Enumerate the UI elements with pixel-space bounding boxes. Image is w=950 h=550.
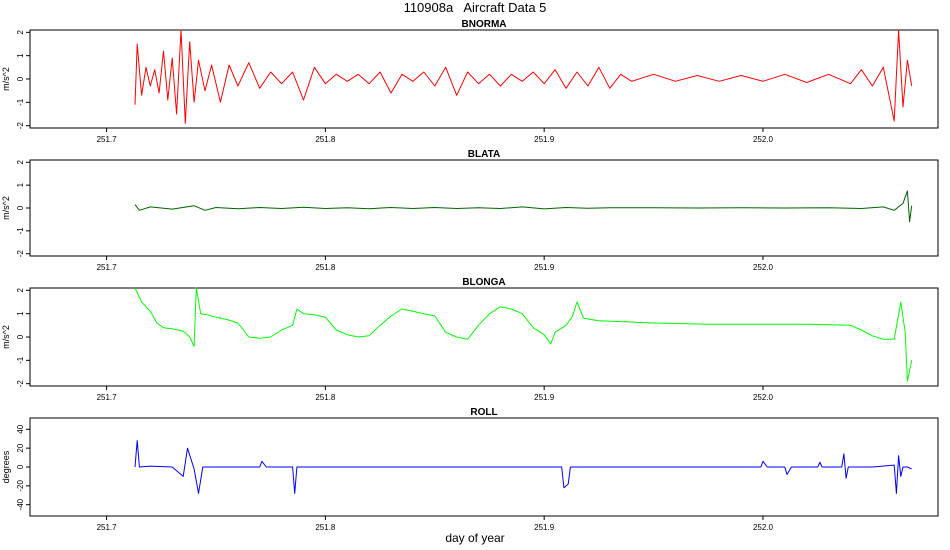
x-tick-label: 251.7 bbox=[97, 523, 118, 532]
series-line-roll bbox=[134, 440, 912, 494]
y-tick-label: 1 bbox=[16, 311, 25, 316]
y-tick-label: 20 bbox=[16, 443, 25, 452]
x-tick-label: 251.9 bbox=[534, 263, 555, 272]
panel-blonga: BLONGA m/s^2 -2 -1 0 1 2 251.7 251.8 251.9 252.0 bbox=[1, 277, 939, 402]
y-tick-label: 2 bbox=[16, 160, 25, 165]
series-line-blata bbox=[134, 190, 913, 223]
x-tick-label: 252.0 bbox=[753, 135, 774, 144]
y-tick-label: -40 bbox=[16, 498, 25, 510]
y-tick-label: -2 bbox=[16, 122, 25, 130]
y-tick-label: 0 bbox=[16, 334, 25, 339]
x-tick-label: 251.8 bbox=[315, 523, 336, 532]
y-tick-label: -2 bbox=[16, 380, 25, 388]
y-axis-label: m/s^2 bbox=[1, 196, 11, 220]
x-tick-label: 251.7 bbox=[97, 263, 118, 272]
y-tick-label: -2 bbox=[16, 250, 25, 258]
y-axis-label: m/s^2 bbox=[1, 325, 11, 349]
y-tick-label: -1 bbox=[16, 98, 25, 106]
panel-roll: ROLL degrees -40 -20 0 20 40 251.7 251.8 251.9 252… bbox=[1, 407, 939, 532]
x-tick-label: 251.9 bbox=[534, 135, 555, 144]
panel-title: BLONGA bbox=[462, 277, 505, 288]
x-tick-label: 252.0 bbox=[753, 393, 774, 402]
y-tick-label: -20 bbox=[16, 480, 25, 492]
x-tick-label: 251.8 bbox=[315, 393, 336, 402]
y-tick-label: 0 bbox=[16, 464, 25, 469]
x-tick-label: 251.9 bbox=[534, 393, 555, 402]
panel-title: ROLL bbox=[470, 407, 497, 418]
x-tick-label: 252.0 bbox=[753, 523, 774, 532]
x-axis-title: day of year bbox=[445, 531, 505, 545]
y-tick-label: 1 bbox=[16, 182, 25, 187]
plot-frame bbox=[29, 287, 939, 387]
x-tick-label: 251.8 bbox=[315, 263, 336, 272]
panel-title: BNORMA bbox=[462, 19, 507, 30]
x-tick-label: 251.7 bbox=[97, 135, 118, 144]
series-line-bnorma bbox=[134, 29, 913, 124]
y-tick-label: 40 bbox=[16, 424, 25, 433]
x-tick-label: 252.0 bbox=[753, 263, 774, 272]
y-tick-label: 2 bbox=[16, 30, 25, 35]
y-axis-label: m/s^2 bbox=[1, 67, 11, 91]
panel-title: BLATA bbox=[468, 149, 500, 160]
y-tick-label: 0 bbox=[16, 205, 25, 210]
figure-title: 110908a Aircraft Data 5 bbox=[403, 0, 547, 15]
x-tick-label: 251.8 bbox=[315, 135, 336, 144]
y-axis-label: degrees bbox=[1, 450, 11, 483]
panel-blata: BLATA m/s^2 -2 -1 0 1 2 251.7 251.8 251.9 252.0 bbox=[1, 149, 939, 272]
y-tick-label: 0 bbox=[16, 76, 25, 81]
series-line-blonga bbox=[134, 287, 913, 382]
y-tick-label: -1 bbox=[16, 227, 25, 235]
x-tick-label: 251.9 bbox=[534, 523, 555, 532]
y-tick-label: 1 bbox=[16, 53, 25, 58]
y-tick-label: -1 bbox=[16, 356, 25, 364]
panel-bnorma: BNORMA m/s^2 -2 -1 0 1 2 251.7 251.8 251.9 252.0 bbox=[1, 19, 939, 144]
y-tick-label: 2 bbox=[16, 288, 25, 293]
x-tick-label: 251.7 bbox=[97, 393, 118, 402]
